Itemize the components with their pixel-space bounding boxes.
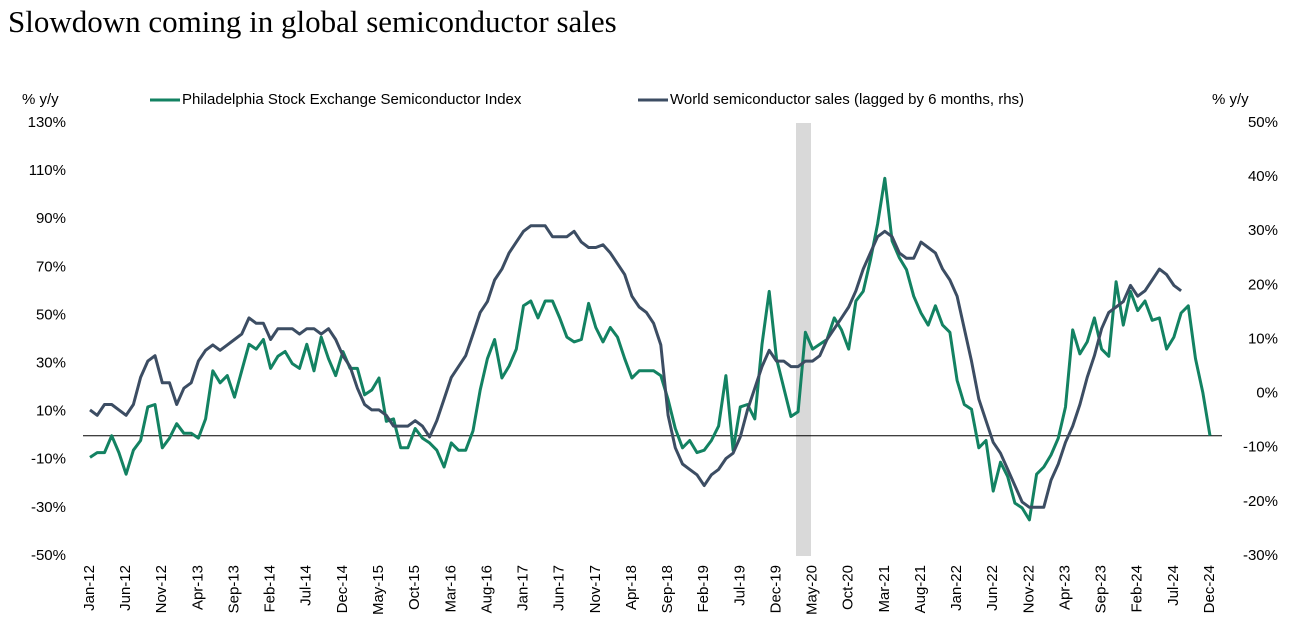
y2-tick-label: -20% [1243,493,1278,510]
y2-tick-label: 50% [1248,114,1278,131]
y2-tick-label: 0% [1256,385,1278,402]
x-tick-label: Jul-19 [731,565,748,606]
x-tick-label: Apr-23 [1056,565,1073,610]
y-tick-label: 110% [29,162,66,179]
x-tick-label: Jan-17 [515,565,532,611]
y2-tick-label: -30% [1243,547,1278,564]
x-tick-label: Jun-22 [984,565,1001,611]
y2-tick-label: 10% [1248,330,1278,347]
y-axis-title: % y/y [22,91,59,108]
x-tick-label: Jul-24 [1165,565,1182,606]
series-line [89,224,1182,509]
legend-label: Philadelphia Stock Exchange Semiconducto… [182,91,522,108]
x-tick-label: May-15 [370,565,387,615]
x-tick-label: Sep-13 [225,565,242,613]
y2-axis-title: % y/y [1212,91,1249,108]
x-tick-label: Sep-18 [659,565,676,613]
x-tick-label: Oct-15 [406,565,423,610]
y-tick-label: -30% [31,499,66,516]
x-tick-label: Mar-16 [442,565,459,613]
x-tick-label: Aug-21 [912,565,929,613]
y-tick-label: 130% [28,114,66,131]
x-tick-label: Nov-17 [587,565,604,613]
x-tick-label: Nov-22 [1020,565,1037,613]
x-tick-label: Jul-14 [298,565,315,606]
y-tick-label: 70% [36,258,66,275]
x-tick-label: Dec-19 [767,565,784,613]
y2-tick-label: 20% [1248,276,1278,293]
x-tick-label: Jun-17 [551,565,568,611]
x-tick-label: Feb-24 [1129,565,1146,613]
y2-tick-label: -10% [1243,439,1278,456]
x-tick-label: Mar-21 [876,565,893,613]
chart-title: Slowdown coming in global semiconductor … [8,4,617,39]
x-tick-label: Oct-20 [840,565,857,610]
y-tick-label: 90% [36,210,66,227]
y-tick-label: 30% [36,355,66,372]
x-tick-label: Sep-23 [1093,565,1110,613]
y2-tick-label: 30% [1248,222,1278,239]
series-line [89,176,1212,522]
x-tick-label: Jan-22 [948,565,965,611]
x-tick-label: May-20 [804,565,821,615]
x-tick-label: Jan-12 [81,565,98,611]
legend-label: World semiconductor sales (lagged by 6 m… [670,91,1024,108]
x-tick-label: Dec-24 [1201,565,1218,613]
x-tick-label: Nov-12 [153,565,170,613]
x-tick-label: Dec-14 [334,565,351,613]
y2-tick-label: 40% [1248,168,1278,185]
y-tick-label: -50% [31,547,66,564]
x-tick-label: Feb-14 [262,565,279,613]
x-tick-label: Feb-19 [695,565,712,613]
y-tick-label: 10% [36,403,66,420]
x-tick-label: Apr-13 [189,565,206,610]
x-tick-label: Jun-12 [117,565,134,611]
y-tick-label: -10% [31,451,66,468]
x-tick-label: Apr-18 [623,565,640,610]
y-tick-label: 50% [36,306,66,323]
x-tick-label: Aug-16 [478,565,495,613]
